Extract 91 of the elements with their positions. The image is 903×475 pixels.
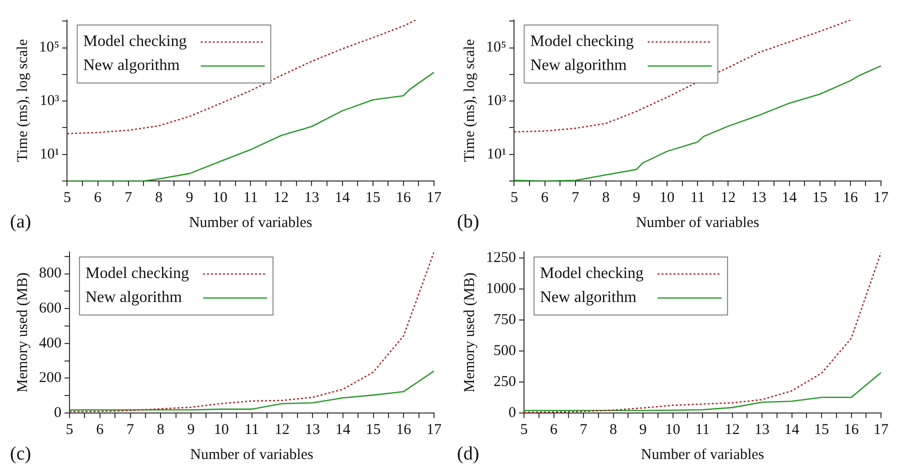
y-tick-label: 10⁵ <box>38 40 60 56</box>
x-tick-label: 5 <box>510 190 518 206</box>
x-tick-label: 16 <box>842 190 858 206</box>
legend-label: Model checking <box>83 33 187 50</box>
y-tick-label: 200 <box>39 370 62 386</box>
x-tick-label: 15 <box>814 422 829 438</box>
legend-label: New algorithm <box>86 289 182 306</box>
text: (a) <box>10 211 32 232</box>
x-tick-label: 14 <box>334 190 350 206</box>
y-tick-label: 10⁵ <box>486 40 506 56</box>
x-tick-label: 10 <box>665 422 680 438</box>
x-tick-label: 12 <box>720 190 736 206</box>
x-tick-label: 7 <box>580 422 588 438</box>
x-axis-title: Number of variables <box>190 446 314 463</box>
x-tick-label: 17 <box>874 190 889 206</box>
y-tick-label: 10¹ <box>40 146 60 162</box>
x-tick-label: 8 <box>155 190 163 206</box>
y-tick-label: 1000 <box>486 281 516 298</box>
y-tick-label: 250 <box>494 374 516 390</box>
x-tick-label: 14 <box>784 422 800 438</box>
y-tick-label: 0 <box>508 404 516 421</box>
x-tick-label: 7 <box>126 422 134 438</box>
x-tick-label: 15 <box>366 422 381 438</box>
x-tick-label: 12 <box>274 422 290 438</box>
legend-label: Model checking <box>530 33 634 50</box>
y-tick-label: 800 <box>39 266 62 282</box>
x-tick-label: 11 <box>695 422 710 438</box>
x-tick-label: 6 <box>96 422 104 438</box>
x-tick-label: 10 <box>214 422 229 438</box>
x-axis-title: Number of variables <box>188 214 312 231</box>
x-tick-label: 16 <box>396 190 412 206</box>
x-tick-label: 10 <box>212 190 228 206</box>
x-axis-title: Number of variables <box>640 446 764 463</box>
x-tick-label: 5 <box>520 422 528 438</box>
x-tick-label: 14 <box>335 422 351 438</box>
y-tick-label: 600 <box>39 300 62 317</box>
legend-label: Model checking <box>540 265 644 282</box>
x-tick-label: 9 <box>187 422 195 438</box>
x-tick-label: 15 <box>812 190 828 206</box>
x-tick-label: 17 <box>426 190 442 206</box>
y-tick-label: 0 <box>54 404 62 421</box>
x-tick-label: 15 <box>365 190 380 206</box>
x-tick-label: 11 <box>244 422 259 438</box>
x-tick-label: 9 <box>632 190 640 206</box>
x-tick-label: 8 <box>156 422 164 438</box>
x-tick-label: 12 <box>724 422 740 438</box>
y-tick-label: 10³ <box>486 92 507 109</box>
x-tick-label: 8 <box>602 190 610 206</box>
x-tick-label: 5 <box>63 190 71 206</box>
x-tick-label: 5 <box>66 422 74 438</box>
text: (d) <box>457 443 480 464</box>
y-tick-label: 400 <box>39 335 62 352</box>
legend-label: Model checking <box>86 265 190 282</box>
y-axis-title: Time (ms), log scale <box>14 38 31 162</box>
x-tick-label: 6 <box>94 190 102 206</box>
x-tick-label: 13 <box>304 190 320 206</box>
x-tick-label: 9 <box>186 190 194 206</box>
x-tick-label: 10 <box>660 190 675 206</box>
legend-label: New algorithm <box>540 289 637 306</box>
legend-label: New algorithm <box>83 57 180 74</box>
y-tick-label: 1250 <box>486 250 516 266</box>
x-tick-label: 16 <box>844 422 860 438</box>
y-axis-title: Memory used (MB) <box>14 272 31 392</box>
x-tick-label: 16 <box>396 422 412 438</box>
x-tick-label: 11 <box>690 190 705 206</box>
x-tick-label: 17 <box>426 422 442 438</box>
line-series <box>67 20 416 134</box>
x-tick-label: 12 <box>274 190 289 206</box>
y-tick-label: 10¹ <box>486 146 506 162</box>
y-axis-title: Time (ms), log scale <box>462 38 478 162</box>
x-axis-title: Number of variables <box>636 214 760 231</box>
x-tick-label: 7 <box>572 190 580 206</box>
x-tick-label: 17 <box>874 422 889 438</box>
y-axis-title: Memory used (MB) <box>462 272 478 392</box>
x-tick-label: 13 <box>305 422 320 438</box>
x-tick-label: 9 <box>639 422 647 438</box>
y-tick-label: 750 <box>494 312 516 328</box>
y-tick-label: 500 <box>494 343 516 360</box>
y-tick-label: 10³ <box>40 92 60 109</box>
x-tick-label: 6 <box>550 422 558 438</box>
x-tick-label: 11 <box>243 190 258 206</box>
x-tick-label: 13 <box>754 422 770 438</box>
text: (c) <box>10 443 32 464</box>
line-series <box>514 20 852 132</box>
x-tick-label: 7 <box>124 190 133 206</box>
x-tick-label: 14 <box>782 190 798 206</box>
x-tick-label: 13 <box>751 190 766 206</box>
x-tick-label: 6 <box>541 190 550 206</box>
text: (b) <box>457 211 480 232</box>
legend-label: New algorithm <box>530 57 628 74</box>
x-tick-label: 8 <box>610 422 617 438</box>
